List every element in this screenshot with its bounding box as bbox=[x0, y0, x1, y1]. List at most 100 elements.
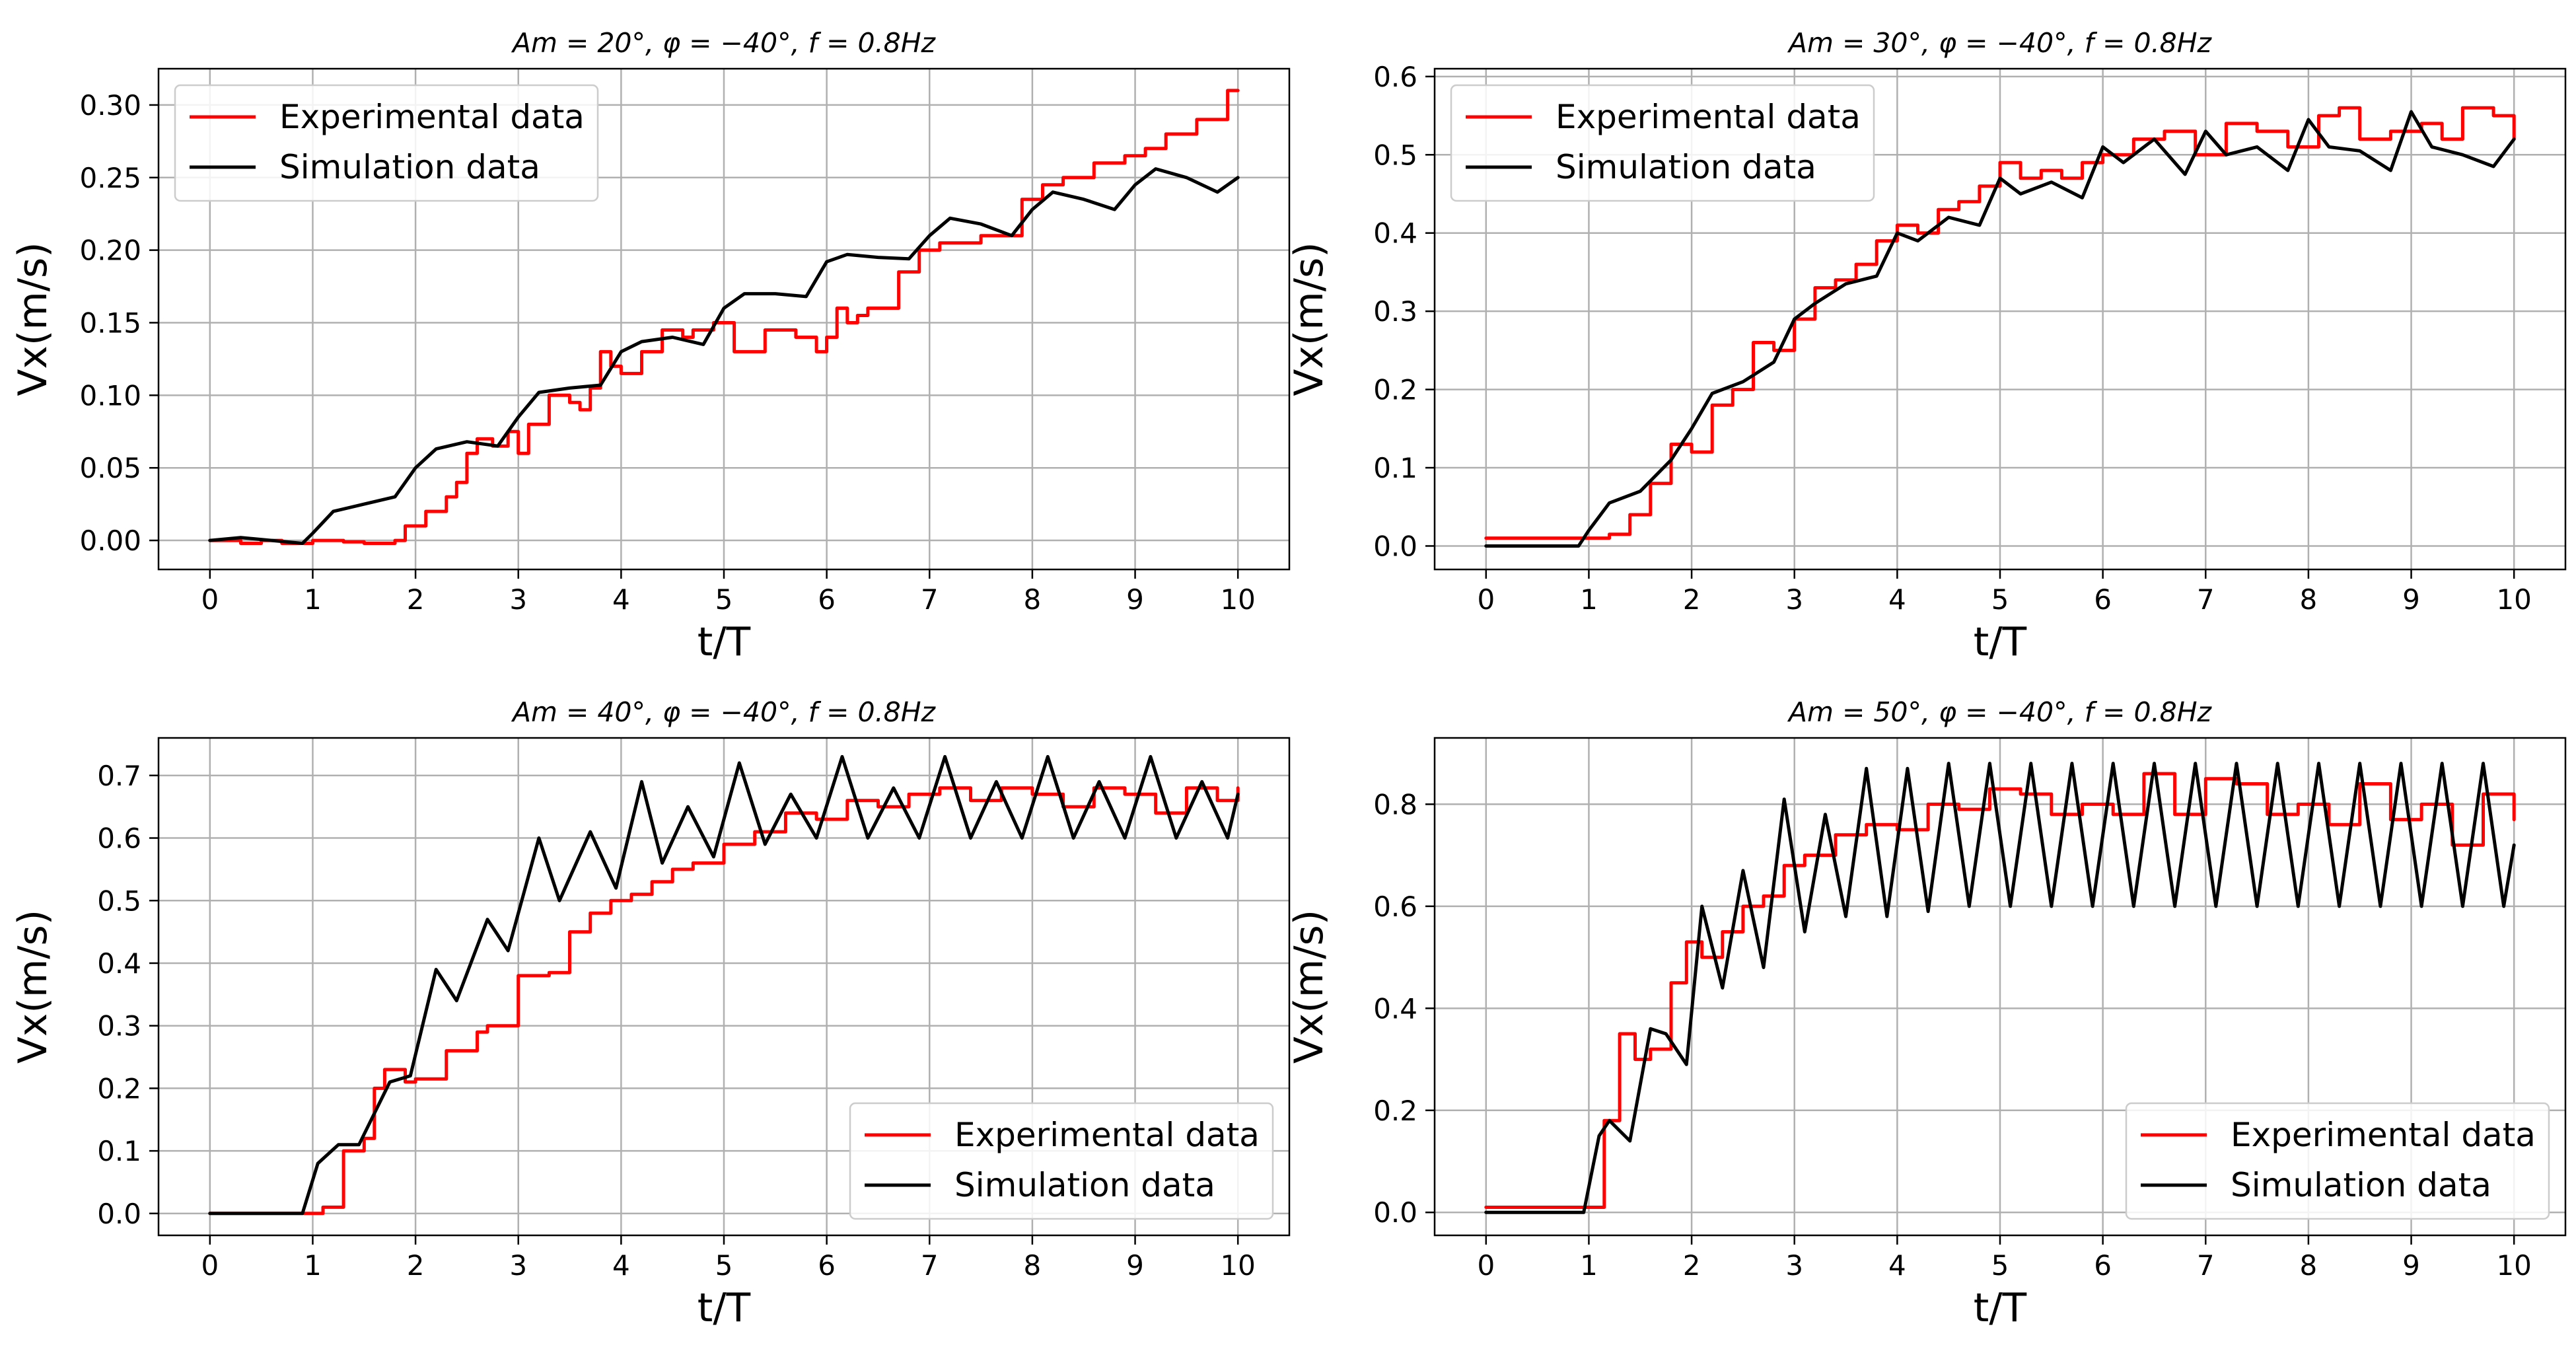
legend: Experimental data Simulation data bbox=[849, 1102, 1274, 1220]
y-tick-label: 0.15 bbox=[79, 307, 141, 339]
chart-panel-3: 0 1 2 3 4 5 6 7 8 9 10 0.0 0.1 0.2 0.3 0.4 0.5 0.6 0.7 Am =… bbox=[10, 696, 1291, 1331]
series-line-experimental bbox=[208, 89, 1240, 545]
y-tick-label: 0.00 bbox=[79, 525, 141, 557]
x-tick-label: 6 bbox=[818, 583, 836, 616]
x-tick-label: 9 bbox=[1126, 1249, 1144, 1282]
y-axis-label: Vx(m/s) bbox=[1286, 242, 1332, 396]
legend-label-experimental: Experimental data bbox=[954, 1116, 1260, 1154]
x-tick-label: 2 bbox=[407, 1249, 425, 1282]
x-tick-label: 9 bbox=[1126, 583, 1144, 616]
series-line-simulation bbox=[208, 167, 1240, 545]
y-tick-label: 0.20 bbox=[79, 235, 141, 267]
legend-frame bbox=[174, 84, 599, 202]
x-tick-label: 8 bbox=[2300, 1249, 2318, 1282]
y-axis-label: Vx(m/s) bbox=[10, 910, 56, 1064]
x-tick-label: 7 bbox=[2197, 583, 2215, 616]
y-tick-label: 0.0 bbox=[1373, 530, 1417, 562]
y-tick-label: 0.1 bbox=[97, 1135, 141, 1167]
chart-title: Am = 50°, φ = −40°, f = 0.8Hz bbox=[1787, 696, 2213, 728]
x-tick-label: 1 bbox=[304, 1249, 322, 1282]
chart-panel-1: 0 1 2 3 4 5 6 7 8 9 10 0.00 0.05 0.10 0.15 0.20 0.25 0.30… bbox=[10, 27, 1291, 665]
y-tick-label: 0.4 bbox=[1373, 992, 1417, 1025]
legend-label-simulation: Simulation data bbox=[954, 1166, 1215, 1204]
x-tick-label: 7 bbox=[921, 583, 939, 616]
y-tick-label: 0.2 bbox=[1373, 1095, 1417, 1127]
x-tick-label: 5 bbox=[1991, 1249, 2009, 1282]
legend: Experimental data Simulation data bbox=[1450, 84, 1875, 202]
x-tick-label: 4 bbox=[612, 1249, 630, 1282]
chart-panel-4: 0 1 2 3 4 5 6 7 8 9 10 0.0 0.2 0.4 0.6 0.8 Am = 50°, φ =… bbox=[1286, 696, 2567, 1331]
y-tick-label: 0.0 bbox=[1373, 1196, 1417, 1229]
y-tick-label: 0.6 bbox=[1373, 61, 1417, 93]
y-tick-label: 0.10 bbox=[79, 379, 141, 412]
x-tick-label: 3 bbox=[1785, 1249, 1803, 1282]
y-tick-label: 0.25 bbox=[79, 162, 141, 194]
legend-label-simulation: Simulation data bbox=[1556, 148, 1816, 186]
series-line-experimental bbox=[208, 786, 1240, 1216]
y-tick-label: 0.6 bbox=[97, 822, 141, 855]
y-tick-label: 0.5 bbox=[1373, 139, 1417, 171]
x-axis-label: t/T bbox=[698, 619, 751, 665]
x-tick-label: 4 bbox=[612, 583, 630, 616]
legend-frame bbox=[2125, 1102, 2550, 1220]
x-tick-label: 8 bbox=[1024, 1249, 1042, 1282]
chart-title: Am = 30°, φ = −40°, f = 0.8Hz bbox=[1787, 27, 2213, 59]
x-tick-label: 0 bbox=[1477, 1249, 1495, 1282]
x-tick-label: 9 bbox=[2402, 1249, 2420, 1282]
y-tick-label: 0.3 bbox=[1373, 295, 1417, 328]
x-tick-label: 10 bbox=[2496, 1249, 2531, 1282]
x-tick-label: 4 bbox=[1888, 583, 1906, 616]
x-tick-label: 6 bbox=[2094, 583, 2112, 616]
legend-frame bbox=[1450, 84, 1875, 202]
legend: Experimental data Simulation data bbox=[2125, 1102, 2550, 1220]
x-tick-label: 1 bbox=[304, 583, 322, 616]
x-tick-label: 8 bbox=[2300, 583, 2318, 616]
legend-label-experimental: Experimental data bbox=[279, 98, 585, 136]
y-tick-label: 0.8 bbox=[1373, 788, 1417, 820]
x-tick-label: 4 bbox=[1888, 1249, 1906, 1282]
x-tick-label: 6 bbox=[818, 1249, 836, 1282]
series-line-simulation bbox=[1484, 110, 2516, 548]
y-tick-label: 0.2 bbox=[1373, 374, 1417, 406]
legend-label-simulation: Simulation data bbox=[2231, 1166, 2491, 1204]
y-tick-label: 0.5 bbox=[97, 885, 141, 917]
x-tick-label: 2 bbox=[407, 583, 425, 616]
y-axis-label: Vx(m/s) bbox=[10, 242, 56, 396]
chart-panel-2: 0 1 2 3 4 5 6 7 8 9 10 0.0 0.1 0.2 0.3 0.4 0.5 0.6 Am = 30… bbox=[1286, 27, 2567, 665]
y-tick-label: 0.4 bbox=[97, 947, 141, 980]
x-tick-label: 7 bbox=[2197, 1249, 2215, 1282]
y-axis-label: Vx(m/s) bbox=[1286, 910, 1332, 1064]
x-tick-label: 2 bbox=[1683, 583, 1701, 616]
legend-label-experimental: Experimental data bbox=[2231, 1116, 2536, 1154]
chart-title: Am = 20°, φ = −40°, f = 0.8Hz bbox=[511, 27, 937, 59]
x-tick-label: 1 bbox=[1580, 1249, 1598, 1282]
x-axis-label: t/T bbox=[1974, 1285, 2027, 1331]
y-tick-label: 0.4 bbox=[1373, 217, 1417, 250]
x-tick-label: 10 bbox=[1220, 583, 1255, 616]
x-tick-label: 8 bbox=[1024, 583, 1042, 616]
x-tick-label: 10 bbox=[1220, 1249, 1255, 1282]
series-line-simulation bbox=[1484, 762, 2516, 1214]
y-tick-label: 0.0 bbox=[97, 1198, 141, 1230]
x-tick-label: 9 bbox=[2402, 583, 2420, 616]
x-tick-label: 5 bbox=[715, 583, 733, 616]
y-tick-label: 0.30 bbox=[79, 89, 141, 122]
x-tick-label: 0 bbox=[201, 583, 219, 616]
x-tick-label: 5 bbox=[1991, 583, 2009, 616]
x-tick-label: 7 bbox=[921, 1249, 939, 1282]
x-tick-label: 0 bbox=[201, 1249, 219, 1282]
x-axis-label: t/T bbox=[698, 1285, 751, 1331]
y-tick-label: 0.7 bbox=[97, 760, 141, 792]
x-tick-label: 6 bbox=[2094, 1249, 2112, 1282]
x-tick-label: 10 bbox=[2496, 583, 2531, 616]
series-line-simulation bbox=[208, 754, 1240, 1216]
series-line-experimental bbox=[1484, 106, 2516, 540]
legend-frame bbox=[849, 1102, 1274, 1220]
x-tick-label: 1 bbox=[1580, 583, 1598, 616]
x-tick-label: 0 bbox=[1477, 583, 1495, 616]
legend: Experimental data Simulation data bbox=[174, 84, 599, 202]
y-tick-label: 0.1 bbox=[1373, 452, 1417, 484]
x-tick-label: 3 bbox=[1785, 583, 1803, 616]
chart-title: Am = 40°, φ = −40°, f = 0.8Hz bbox=[511, 696, 937, 728]
